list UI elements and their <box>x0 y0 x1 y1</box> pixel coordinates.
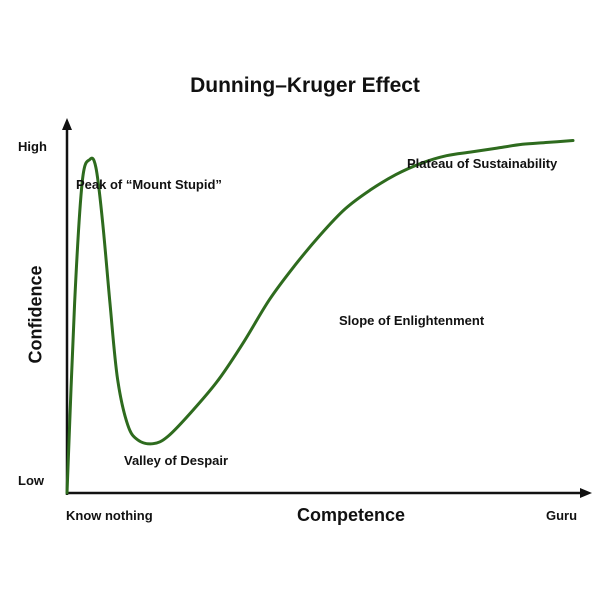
chart-title: Dunning–Kruger Effect <box>190 74 420 97</box>
series-line-confidence <box>65 139 575 495</box>
y-tick-label-high: High <box>18 139 47 154</box>
y-axis-arrow <box>62 118 72 130</box>
x-axis-label: Competence <box>297 505 406 525</box>
y-tick-label-low: Low <box>18 473 44 488</box>
annotation-slope: Slope of Enlightenment <box>339 313 485 328</box>
x-tick-label-know-nothing: Know nothing <box>66 508 153 523</box>
x-tick-label-guru: Guru <box>546 508 578 523</box>
annotation-plateau: Plateau of Sustainability <box>407 156 558 171</box>
annotation-valley: Valley of Despair <box>124 453 229 468</box>
x-axis-arrow <box>580 488 592 498</box>
y-axis-label: Confidence <box>25 265 46 364</box>
annotation-peak: Peak of “Mount Stupid” <box>76 177 222 192</box>
